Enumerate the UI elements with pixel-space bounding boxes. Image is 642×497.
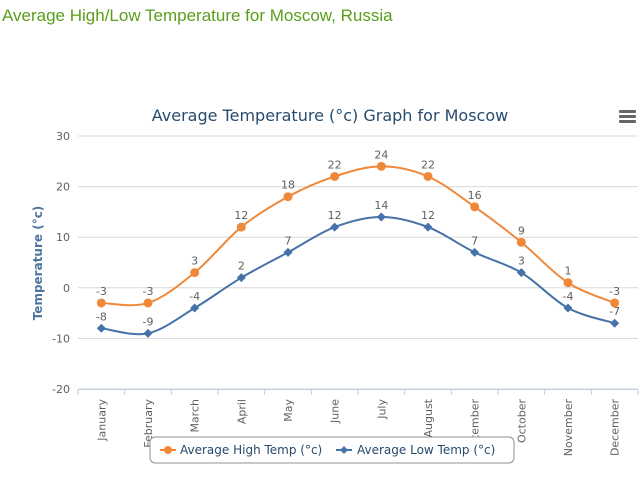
legend-marker-high	[164, 446, 172, 454]
data-point-high	[330, 171, 340, 181]
data-point-high	[610, 298, 620, 308]
x-tick-label: January	[95, 399, 108, 442]
data-point-low	[283, 247, 293, 257]
data-label-high: -3	[143, 285, 154, 298]
data-label-high: 22	[421, 158, 435, 171]
series-line-low	[101, 215, 615, 336]
x-tick-label: October	[515, 399, 528, 443]
data-label-low: 3	[518, 255, 525, 268]
data-label-low: 7	[471, 234, 478, 247]
x-tick-label: June	[329, 399, 342, 424]
data-label-high: 16	[468, 189, 482, 202]
y-tick-label: 20	[56, 181, 70, 194]
data-point-low	[423, 222, 433, 232]
data-label-low: 14	[374, 199, 388, 212]
chart-title: Average Temperature (°c) Graph for Mosco…	[152, 106, 508, 125]
data-label-low: -7	[609, 305, 620, 318]
legend-label-low: Average Low Temp (°c)	[357, 443, 495, 457]
data-point-high	[470, 202, 480, 212]
data-label-low: 2	[238, 260, 245, 273]
data-label-high: 3	[191, 255, 198, 268]
data-label-low: -4	[189, 290, 200, 303]
data-label-high: 9	[518, 224, 525, 237]
y-tick-label: -10	[52, 332, 70, 345]
x-tick-label: December	[609, 399, 622, 457]
y-tick-label: 0	[63, 282, 70, 295]
data-label-low: -4	[563, 290, 574, 303]
series-layer: -8 -9 -4 2 7 12 14 12 7 3 -4 -7 -3 -3 3 12 18 22 24 22 16 9 1 -…	[96, 148, 620, 338]
legend-label-high: Average High Temp (°c)	[180, 443, 322, 457]
data-label-high: -3	[609, 285, 620, 298]
y-tick-label: -20	[52, 383, 70, 396]
y-tick-label: 30	[56, 130, 70, 143]
data-label-low: -8	[96, 310, 107, 323]
menu-icon[interactable]	[619, 110, 636, 123]
y-tick-label: 10	[56, 231, 70, 244]
data-point-low	[563, 303, 573, 313]
x-tick-label: April	[235, 399, 248, 424]
data-point-high	[236, 222, 246, 232]
x-tick-label: March	[189, 399, 202, 433]
data-point-low	[470, 247, 480, 257]
data-label-low: 7	[285, 234, 292, 247]
data-label-high: 22	[328, 158, 342, 171]
data-point-high	[283, 192, 293, 202]
grid	[77, 135, 639, 395]
data-point-low	[516, 268, 526, 278]
data-label-high: 1	[565, 265, 572, 278]
data-point-low	[236, 273, 246, 283]
data-label-low: 12	[328, 209, 342, 222]
data-label-high: -3	[96, 285, 107, 298]
data-label-high: 12	[234, 209, 248, 222]
data-label-high: 24	[374, 148, 388, 161]
data-point-low	[190, 303, 200, 313]
legend-marker-low	[340, 446, 348, 454]
x-tick-labels: January February March April May June July Augu…	[95, 398, 621, 459]
data-point-low	[330, 222, 340, 232]
y-axis-title: Temperature (°c)	[31, 206, 45, 321]
data-point-high	[516, 237, 526, 247]
data-label-low: -9	[143, 315, 154, 328]
x-tick-label: February	[142, 399, 155, 448]
data-point-high	[143, 298, 153, 308]
data-label-low: 12	[421, 209, 435, 222]
data-point-high	[96, 298, 106, 308]
x-tick-label: November	[562, 399, 575, 457]
x-tick-label: May	[282, 399, 295, 422]
data-point-low	[96, 323, 106, 333]
data-point-high	[376, 161, 386, 171]
legend: Average High Temp (°c) Average Low Temp (…	[149, 436, 515, 464]
data-point-low	[143, 328, 153, 338]
data-point-high	[190, 268, 200, 278]
y-tick-labels: -20 -10 0 10 20 30	[52, 130, 70, 396]
data-point-high	[423, 171, 433, 181]
data-point-low	[376, 212, 386, 222]
x-tick-label: July	[375, 399, 388, 420]
page-title: Average High/Low Temperature for Moscow,…	[2, 6, 393, 25]
data-label-high: 18	[281, 179, 295, 192]
data-point-high	[563, 278, 573, 288]
legend-box	[149, 436, 515, 464]
x-tick-label: August	[422, 398, 435, 437]
data-point-low	[610, 318, 620, 328]
